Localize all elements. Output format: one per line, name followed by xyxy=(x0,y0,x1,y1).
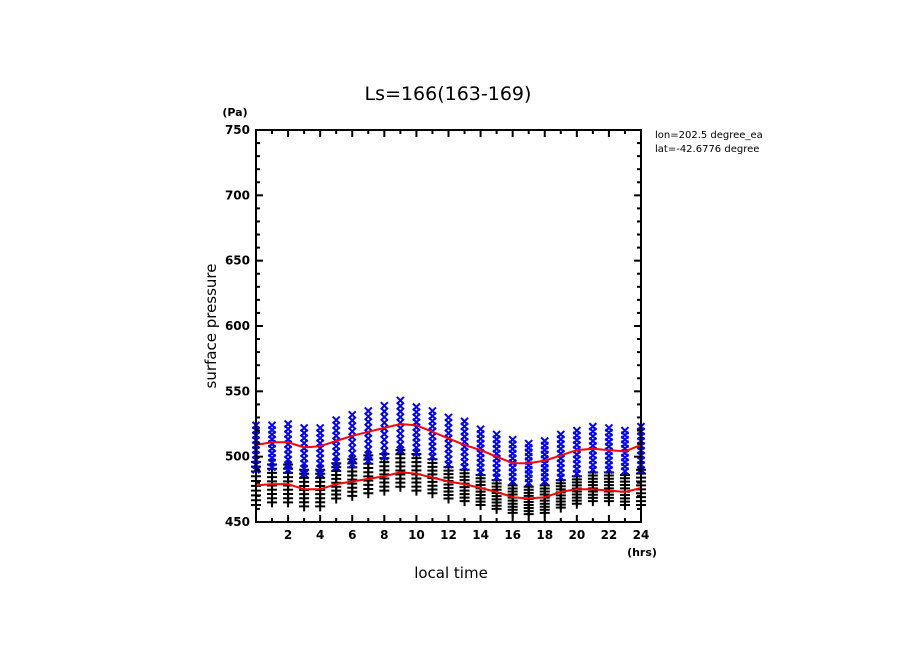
lower-samples-column xyxy=(507,480,518,518)
upper-samples-column xyxy=(396,396,405,455)
upper-samples-column xyxy=(267,421,277,472)
x-marker xyxy=(428,406,437,416)
lower-samples-column xyxy=(459,464,470,507)
lower-samples-column xyxy=(619,469,630,511)
x-tick-label: 6 xyxy=(348,528,356,542)
x-marker xyxy=(492,430,501,439)
chart-title: Ls=166(163-169) xyxy=(365,83,532,105)
upper-samples-column xyxy=(604,423,614,474)
x-tick-label: 24 xyxy=(633,528,650,542)
x-marker xyxy=(556,430,565,439)
x-tick-label: 10 xyxy=(408,528,425,542)
upper-samples-column xyxy=(620,426,630,476)
x-marker xyxy=(460,417,469,426)
y-axis-label: surface pressure xyxy=(202,264,220,389)
x-tick-label: 14 xyxy=(472,528,489,542)
y-tick-label: 600 xyxy=(225,319,250,333)
y-tick-label: 450 xyxy=(225,515,250,529)
lower-samples-column xyxy=(363,450,374,499)
x-tick-label: 16 xyxy=(504,528,521,542)
x-marker xyxy=(572,426,582,435)
upper-samples-column xyxy=(588,422,598,474)
upper-samples-column xyxy=(572,426,582,478)
axes: 2 4 6 8 10 12 14 16 18 20 22 2445050055060065070075… xyxy=(225,123,649,542)
lower-samples-column xyxy=(395,445,406,492)
lower-samples-column xyxy=(475,469,486,511)
upper-samples-column xyxy=(283,419,293,474)
x-marker xyxy=(348,410,357,420)
x-marker xyxy=(380,401,389,410)
x-marker xyxy=(364,406,373,416)
x-marker xyxy=(315,423,325,433)
y-unit-label: (Pa) xyxy=(222,106,247,119)
x-marker xyxy=(283,419,293,429)
upper-samples-column xyxy=(476,425,485,477)
y-tick-label: 550 xyxy=(225,384,250,398)
x-marker xyxy=(396,396,405,405)
upper-samples-column xyxy=(556,430,565,482)
lower-samples-column xyxy=(299,464,310,512)
upper-samples-column xyxy=(380,401,389,461)
upper-samples-column xyxy=(315,423,325,478)
x-tick-label: 2 xyxy=(284,528,292,542)
x-axis-label: local time xyxy=(414,564,488,582)
lower-samples-column xyxy=(603,467,614,507)
y-tick-label: 750 xyxy=(225,123,250,137)
x-marker xyxy=(540,436,549,446)
x-marker xyxy=(299,423,309,433)
upper-mean-line xyxy=(255,422,642,465)
x-marker xyxy=(444,413,453,422)
lower-samples-column xyxy=(523,481,534,520)
upper-samples-column xyxy=(508,435,517,486)
upper-samples-column xyxy=(444,413,453,469)
y-tick-label: 500 xyxy=(225,450,250,464)
lower-samples-column xyxy=(379,449,390,496)
lower-samples-column xyxy=(283,459,294,508)
x-marker xyxy=(604,423,614,433)
x-tick-label: 18 xyxy=(536,528,553,542)
x-tick-label: 8 xyxy=(380,528,388,542)
lower-mean-line xyxy=(255,471,642,500)
x-tick-label: 4 xyxy=(316,528,324,542)
x-marker xyxy=(524,439,533,448)
x-marker xyxy=(588,422,598,431)
x-marker xyxy=(267,421,277,430)
x-unit-label: (hrs) xyxy=(627,546,657,559)
upper-samples-column xyxy=(299,423,309,478)
lower-samples-column xyxy=(411,449,422,496)
plot-marks xyxy=(251,396,646,520)
x-marker xyxy=(332,415,341,425)
x-tick-label: 22 xyxy=(601,528,618,542)
x-marker xyxy=(476,425,485,434)
annotation-lat: lat=-42.6776 degree xyxy=(655,144,759,155)
annotation-lon: lon=202.5 degree_ea xyxy=(655,130,763,141)
lower-samples-column xyxy=(539,480,550,518)
x-marker xyxy=(508,435,517,444)
x-marker xyxy=(620,426,630,435)
upper-samples-column xyxy=(364,406,373,465)
x-marker xyxy=(412,402,421,412)
x-tick-label: 12 xyxy=(440,528,457,542)
x-tick-label: 20 xyxy=(568,528,585,542)
upper-samples-column xyxy=(412,402,421,457)
y-tick-label: 650 xyxy=(225,254,250,268)
y-tick-label: 700 xyxy=(225,188,250,202)
upper-samples-column xyxy=(540,436,549,486)
